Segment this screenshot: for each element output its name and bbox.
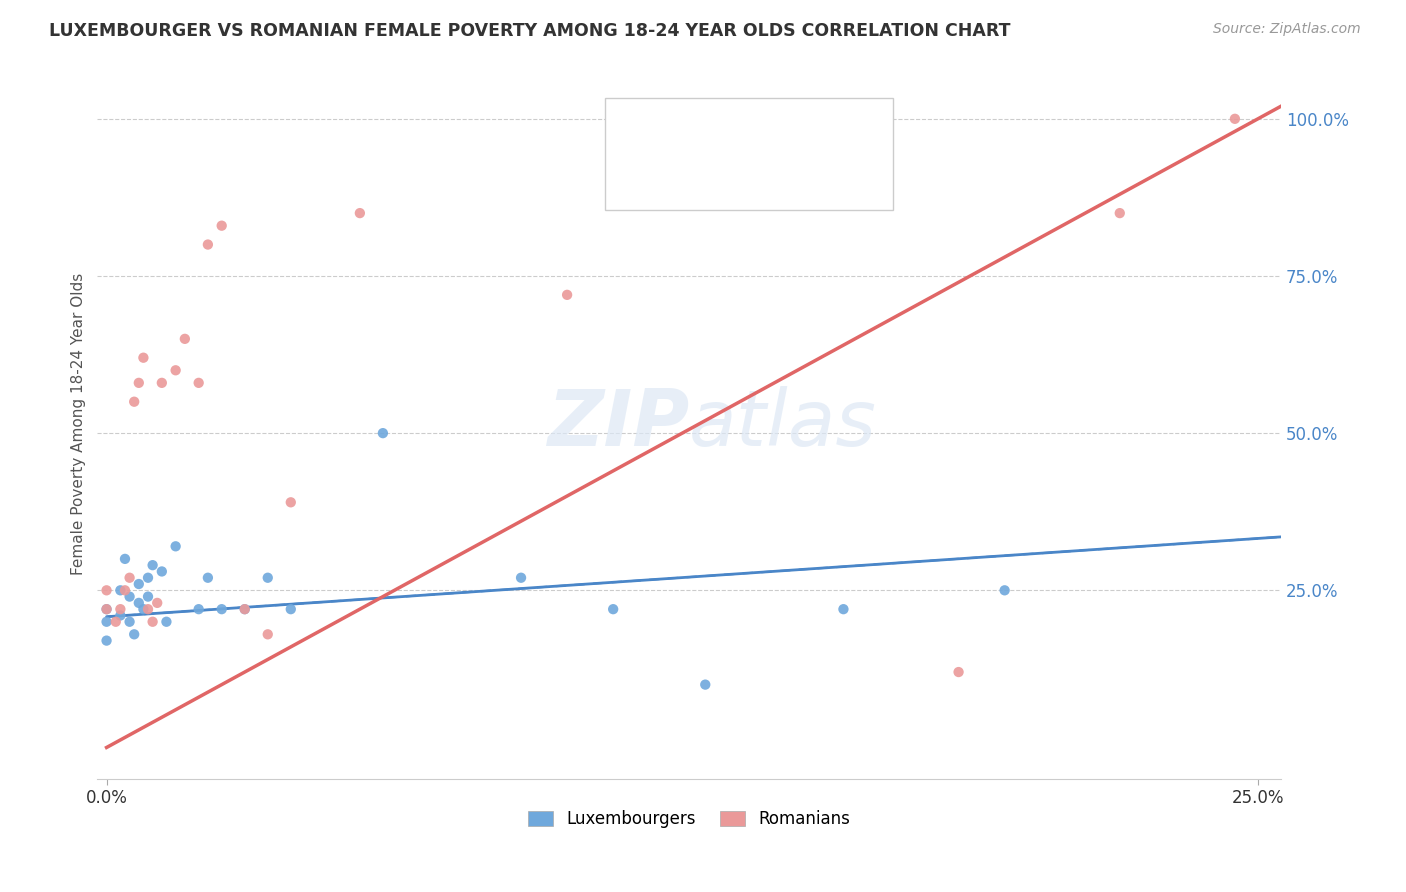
Point xyxy=(197,237,219,252)
Point xyxy=(211,602,233,616)
Point xyxy=(128,376,150,390)
Point xyxy=(128,596,150,610)
Text: 30: 30 xyxy=(801,122,825,140)
Text: R =: R = xyxy=(658,122,696,140)
Point xyxy=(602,602,624,616)
Point xyxy=(165,539,187,553)
Point xyxy=(142,558,165,573)
Text: 0.665: 0.665 xyxy=(697,167,752,185)
Point xyxy=(136,571,159,585)
Point xyxy=(280,602,302,616)
Point xyxy=(132,351,155,365)
Point xyxy=(122,394,145,409)
Point xyxy=(96,583,118,598)
Text: 0.126: 0.126 xyxy=(697,122,752,140)
Legend: Luxembourgers, Romanians: Luxembourgers, Romanians xyxy=(522,803,858,835)
Point xyxy=(104,615,127,629)
Point xyxy=(150,565,173,579)
Point xyxy=(96,602,118,616)
Point xyxy=(136,602,159,616)
Point xyxy=(948,665,970,679)
Point xyxy=(136,590,159,604)
Point xyxy=(280,495,302,509)
Point xyxy=(165,363,187,377)
Point xyxy=(96,615,118,629)
Point xyxy=(256,627,278,641)
Point xyxy=(114,583,136,598)
Point xyxy=(555,288,578,302)
Point xyxy=(1223,112,1246,126)
Text: LUXEMBOURGER VS ROMANIAN FEMALE POVERTY AMONG 18-24 YEAR OLDS CORRELATION CHART: LUXEMBOURGER VS ROMANIAN FEMALE POVERTY … xyxy=(49,22,1011,40)
Point xyxy=(122,627,145,641)
Point xyxy=(349,206,371,220)
Point xyxy=(1108,206,1130,220)
Text: N =: N = xyxy=(762,167,800,185)
Point xyxy=(155,615,177,629)
Point xyxy=(256,571,278,585)
Point xyxy=(150,376,173,390)
Text: N =: N = xyxy=(762,122,800,140)
Text: ZIP: ZIP xyxy=(547,385,689,462)
Bar xyxy=(621,113,647,149)
Text: R =: R = xyxy=(658,167,696,185)
Point xyxy=(142,615,165,629)
Point xyxy=(695,678,717,692)
Point xyxy=(197,571,219,585)
Point xyxy=(96,602,118,616)
Point xyxy=(187,376,209,390)
Point xyxy=(110,583,132,598)
Point xyxy=(146,596,169,610)
Point xyxy=(740,187,762,202)
Point xyxy=(132,602,155,616)
Point xyxy=(211,219,233,233)
Point xyxy=(118,571,141,585)
Point xyxy=(128,577,150,591)
Point xyxy=(832,602,855,616)
Text: Source: ZipAtlas.com: Source: ZipAtlas.com xyxy=(1213,22,1361,37)
Point xyxy=(173,332,195,346)
Y-axis label: Female Poverty Among 18-24 Year Olds: Female Poverty Among 18-24 Year Olds xyxy=(72,273,86,574)
Point xyxy=(233,602,256,616)
Point xyxy=(371,426,394,441)
Point xyxy=(118,590,141,604)
Text: 27: 27 xyxy=(801,167,825,185)
Point xyxy=(110,602,132,616)
Text: atlas: atlas xyxy=(689,385,877,462)
Point xyxy=(96,633,118,648)
Point xyxy=(233,602,256,616)
Point xyxy=(118,615,141,629)
Point xyxy=(110,608,132,623)
Point xyxy=(187,602,209,616)
Point xyxy=(994,583,1017,598)
Bar xyxy=(621,158,647,194)
Point xyxy=(510,571,533,585)
Point xyxy=(114,552,136,566)
